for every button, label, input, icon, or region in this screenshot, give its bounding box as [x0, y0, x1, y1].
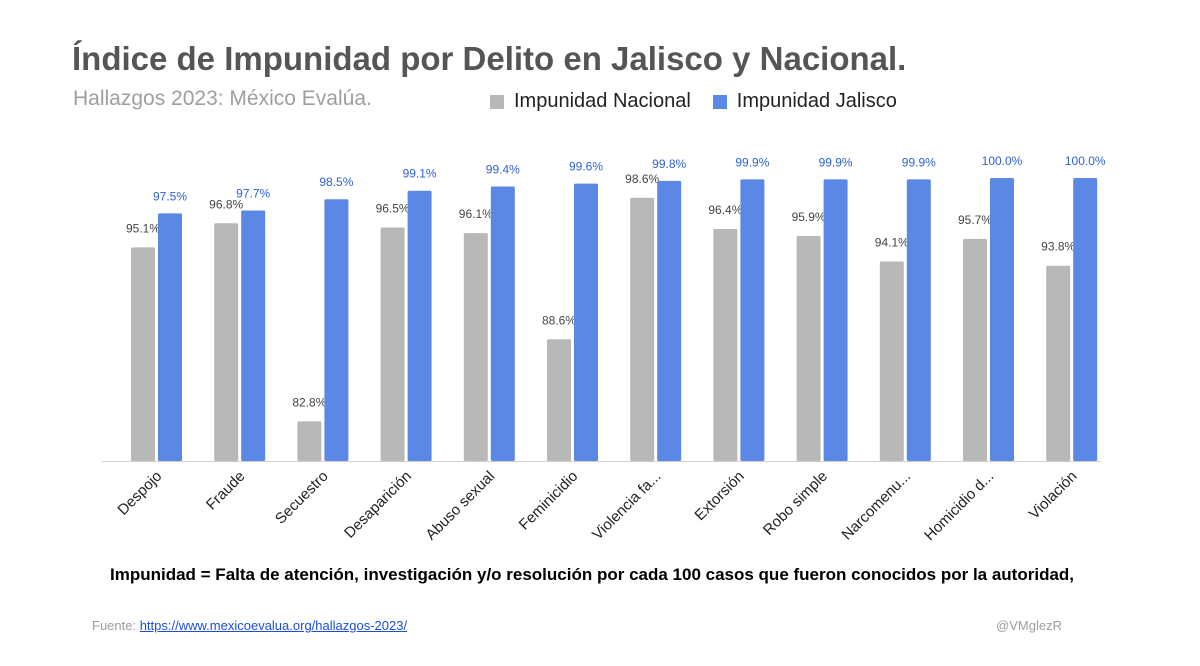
data-label-jalisco: 97.5%: [153, 189, 187, 203]
bar-jalisco: [990, 178, 1014, 461]
legend-item-nacional: Impunidad Nacional: [490, 90, 691, 113]
data-label-jalisco: 99.4%: [486, 162, 520, 176]
bar-jalisco: [823, 179, 848, 462]
source-label: Fuente:: [92, 618, 140, 633]
data-label-nacional: 94.1%: [875, 235, 909, 249]
data-label-jalisco: 99.6%: [569, 160, 603, 174]
bar-jalisco: [906, 179, 931, 462]
x-tick-label: Secuestro: [272, 468, 332, 528]
x-tick-label: Feminicidio: [516, 468, 582, 534]
bar-nacional: [963, 238, 987, 461]
x-tick-label: Abuso sexual: [422, 468, 498, 544]
bar-nacional: [1046, 265, 1071, 461]
data-label-nacional: 96.4%: [708, 203, 742, 217]
bar-nacional: [131, 247, 155, 461]
bar-nacional: [547, 339, 571, 461]
bar-nacional: [630, 197, 655, 461]
x-tick-label: Despojo: [114, 468, 165, 519]
x-tick-label: Extorsión: [691, 468, 747, 524]
data-label-nacional: 88.6%: [542, 313, 576, 327]
bar-nacional: [214, 223, 239, 461]
legend-swatch-nacional: [490, 94, 504, 109]
footnote: Impunidad = Falta de atención, investiga…: [110, 565, 1075, 584]
x-tick-label: Desaparición: [341, 468, 415, 542]
bar-jalisco: [740, 179, 765, 462]
data-label-nacional: 95.9%: [792, 210, 826, 224]
data-label-nacional: 96.5%: [376, 202, 410, 216]
x-tick-label: Narcomenu...: [838, 468, 914, 544]
bar-nacional: [380, 227, 405, 461]
bar-jalisco: [1073, 178, 1098, 461]
x-tick-label: Violación: [1026, 468, 1081, 523]
bar-nacional: [297, 421, 322, 461]
data-label-nacional: 96.8%: [209, 197, 243, 211]
legend-item-jalisco: Impunidad Jalisco: [712, 90, 897, 113]
data-label-jalisco: 99.1%: [403, 167, 437, 181]
data-label-jalisco: 98.5%: [319, 175, 353, 189]
data-label-nacional: 96.1%: [459, 207, 493, 221]
chart-subtitle: Hallazgos 2023: México Evalúa.: [73, 87, 372, 110]
legend-label-jalisco: Impunidad Jalisco: [736, 90, 897, 112]
data-label-nacional: 82.8%: [292, 395, 326, 409]
legend: Impunidad Nacional Impunidad Jalisco: [490, 90, 919, 113]
data-label-jalisco: 100.0%: [1065, 154, 1106, 168]
x-tick-label: Robo simple: [760, 468, 831, 539]
data-label-nacional: 98.6%: [625, 172, 659, 186]
data-label-jalisco: 99.9%: [819, 155, 853, 169]
bar-jalisco: [407, 190, 432, 462]
data-label-jalisco: 99.9%: [735, 155, 769, 169]
data-label-jalisco: 99.8%: [652, 157, 686, 171]
bar-jalisco: [324, 199, 349, 461]
data-label-jalisco: 97.7%: [236, 187, 270, 201]
legend-label-nacional: Impunidad Nacional: [514, 90, 691, 112]
bar-nacional: [879, 261, 904, 461]
bar-jalisco: [574, 183, 598, 461]
data-label-jalisco: 99.9%: [902, 155, 936, 169]
bar-nacional: [713, 228, 738, 461]
x-tick-label: Violencia fa...: [589, 468, 665, 544]
data-label-nacional: 95.1%: [126, 221, 160, 235]
x-tick-label: Homicidio d...: [921, 468, 997, 544]
bar-nacional: [796, 236, 821, 461]
chart-title: Índice de Impunidad por Delito en Jalisc…: [72, 40, 907, 77]
source-line: Fuente: https://www.mexicoevalua.org/hal…: [92, 618, 407, 633]
bar-jalisco: [657, 180, 682, 461]
data-label-jalisco: 100.0%: [982, 154, 1023, 168]
x-tick-label: Fraude: [203, 468, 249, 514]
bar-nacional: [463, 233, 488, 461]
data-label-nacional: 93.8%: [1041, 240, 1075, 254]
author-handle: @VMglezR: [996, 618, 1062, 633]
bar-jalisco: [241, 210, 266, 461]
bar-jalisco: [490, 186, 515, 462]
legend-swatch-jalisco: [712, 94, 727, 109]
source-link[interactable]: https://www.mexicoevalua.org/hallazgos-2…: [139, 618, 408, 633]
bar-jalisco: [158, 213, 182, 461]
data-label-nacional: 95.7%: [958, 213, 992, 227]
bar-chart: 95.1% 97.5% Despojo 96.8%97.7% Fraude 82.8% 98…: [102, 154, 1106, 544]
